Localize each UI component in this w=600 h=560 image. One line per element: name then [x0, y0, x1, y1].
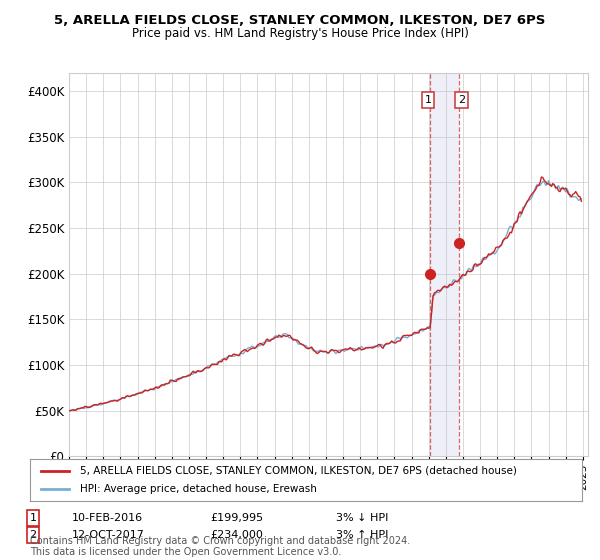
Text: Price paid vs. HM Land Registry's House Price Index (HPI): Price paid vs. HM Land Registry's House …: [131, 27, 469, 40]
Text: Contains HM Land Registry data © Crown copyright and database right 2024.
This d: Contains HM Land Registry data © Crown c…: [30, 535, 410, 557]
Text: 1: 1: [29, 513, 37, 523]
Text: £199,995: £199,995: [210, 513, 263, 523]
Text: 3% ↓ HPI: 3% ↓ HPI: [336, 513, 388, 523]
Text: 2: 2: [29, 530, 37, 540]
Text: 1: 1: [424, 95, 431, 105]
Text: 3% ↑ HPI: 3% ↑ HPI: [336, 530, 388, 540]
Text: HPI: Average price, detached house, Erewash: HPI: Average price, detached house, Erew…: [80, 484, 317, 494]
Text: 12-OCT-2017: 12-OCT-2017: [72, 530, 145, 540]
Text: 5, ARELLA FIELDS CLOSE, STANLEY COMMON, ILKESTON, DE7 6PS (detached house): 5, ARELLA FIELDS CLOSE, STANLEY COMMON, …: [80, 466, 517, 476]
Text: 10-FEB-2016: 10-FEB-2016: [72, 513, 143, 523]
Text: 5, ARELLA FIELDS CLOSE, STANLEY COMMON, ILKESTON, DE7 6PS: 5, ARELLA FIELDS CLOSE, STANLEY COMMON, …: [55, 14, 545, 27]
Text: 2: 2: [458, 95, 466, 105]
Bar: [430, 73, 459, 456]
Text: £234,000: £234,000: [210, 530, 263, 540]
